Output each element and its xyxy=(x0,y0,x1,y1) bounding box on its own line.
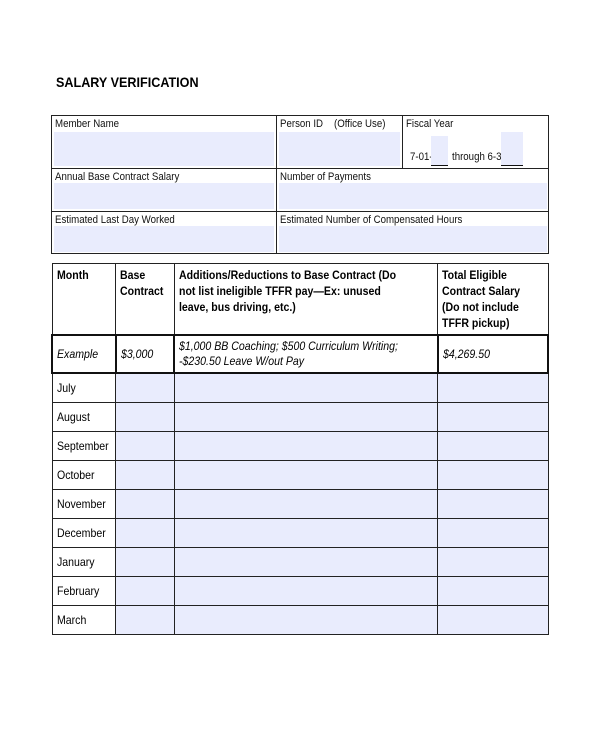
additions-field[interactable] xyxy=(173,460,439,490)
divider xyxy=(51,168,549,169)
additions-field[interactable] xyxy=(173,489,439,519)
fy-start-label: 7-01- xyxy=(410,151,433,163)
last-day-field[interactable] xyxy=(54,226,274,252)
page-title: SALARY VERIFICATION xyxy=(56,74,199,90)
table-row: September xyxy=(51,431,549,461)
month-label: January xyxy=(51,547,117,577)
additions-field[interactable] xyxy=(173,547,439,577)
month-label: March xyxy=(51,605,117,635)
comp-hours-label: Estimated Number of Compensated Hours xyxy=(280,214,463,226)
num-payments-field[interactable] xyxy=(279,183,547,209)
additions-field[interactable] xyxy=(173,518,439,548)
table-row: August xyxy=(51,402,549,432)
fy-end-field[interactable] xyxy=(501,132,523,166)
total-field[interactable] xyxy=(437,431,549,461)
fiscal-year-label: Fiscal Year xyxy=(406,118,454,130)
example-row: Example $3,000 $1,000 BB Coaching; $500 … xyxy=(51,334,550,374)
additions-field[interactable] xyxy=(173,431,439,461)
base-contract-field[interactable] xyxy=(115,372,175,403)
office-use-label: (Office Use) xyxy=(334,118,386,130)
month-label: November xyxy=(51,489,117,519)
fy-start-field[interactable] xyxy=(431,136,448,166)
base-contract-field[interactable] xyxy=(115,605,175,635)
month-label: July xyxy=(51,372,117,403)
total-field[interactable] xyxy=(437,547,549,577)
base-contract-field[interactable] xyxy=(115,489,175,519)
total-field[interactable] xyxy=(437,372,549,403)
table-row: November xyxy=(51,489,549,519)
table-row: October xyxy=(51,460,549,490)
divider xyxy=(51,211,549,212)
table-row: December xyxy=(51,518,549,548)
base-contract-field[interactable] xyxy=(115,576,175,606)
divider xyxy=(402,115,403,168)
fy-through-label: through 6-30- xyxy=(452,151,511,163)
month-label: October xyxy=(51,460,117,490)
month-label: August xyxy=(51,402,117,432)
total-field[interactable] xyxy=(437,605,549,635)
member-info-box xyxy=(51,115,549,254)
divider xyxy=(276,115,277,254)
additions-field[interactable] xyxy=(173,576,439,606)
additions-field[interactable] xyxy=(173,402,439,432)
person-id-label: Person ID xyxy=(280,118,324,130)
header-total: Total Eligible Contract Salary (Do not i… xyxy=(437,263,549,336)
table-row: January xyxy=(51,547,549,577)
header-additions: Additions/Reductions to Base Contract (D… xyxy=(173,263,439,336)
person-id-field[interactable] xyxy=(279,132,400,166)
base-contract-field[interactable] xyxy=(115,547,175,577)
month-label: September xyxy=(51,431,117,461)
total-field[interactable] xyxy=(437,402,549,432)
additions-field[interactable] xyxy=(173,605,439,635)
total-field[interactable] xyxy=(437,489,549,519)
table-header: Month Base Contract Additions/Reductions… xyxy=(51,263,549,336)
total-field[interactable] xyxy=(437,460,549,490)
header-base: Base Contract xyxy=(115,263,175,336)
table-row: February xyxy=(51,576,549,606)
total-field[interactable] xyxy=(437,518,549,548)
num-payments-label: Number of Payments xyxy=(280,171,371,183)
table-row: July xyxy=(51,372,549,403)
table-row: March xyxy=(51,605,549,635)
annual-base-label: Annual Base Contract Salary xyxy=(55,171,180,183)
month-label: February xyxy=(51,576,117,606)
last-day-label: Estimated Last Day Worked xyxy=(55,214,175,226)
base-contract-field[interactable] xyxy=(115,402,175,432)
total-field[interactable] xyxy=(437,576,549,606)
base-contract-field[interactable] xyxy=(115,518,175,548)
annual-base-field[interactable] xyxy=(54,183,274,209)
base-contract-field[interactable] xyxy=(115,431,175,461)
header-month: Month xyxy=(51,263,117,336)
month-label: December xyxy=(51,518,117,548)
additions-field[interactable] xyxy=(173,372,439,403)
salary-table: Month Base Contract Additions/Reductions… xyxy=(51,263,550,635)
base-contract-field[interactable] xyxy=(115,460,175,490)
member-name-field[interactable] xyxy=(54,132,274,166)
member-name-label: Member Name xyxy=(55,118,120,130)
comp-hours-field[interactable] xyxy=(279,226,547,252)
